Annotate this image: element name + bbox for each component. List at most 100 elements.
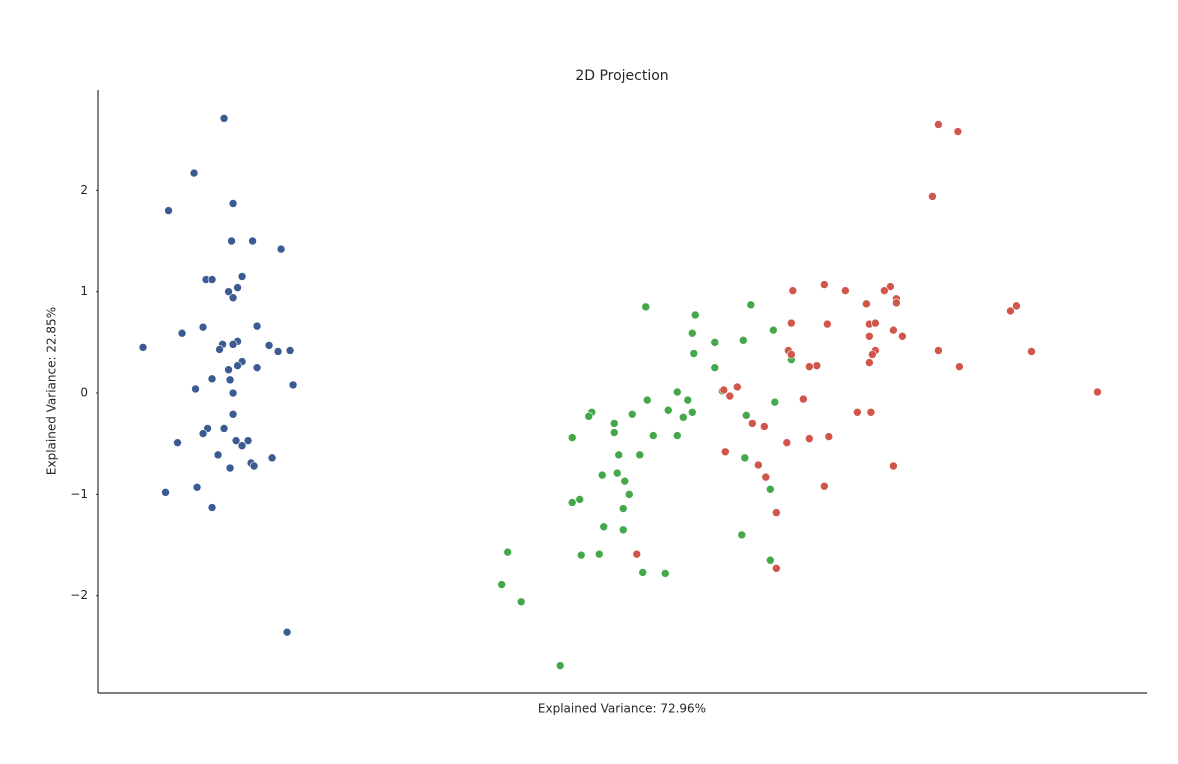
- point: [642, 395, 652, 405]
- point: [177, 328, 187, 338]
- point: [955, 362, 964, 371]
- point: [866, 407, 876, 417]
- point: [620, 476, 630, 486]
- point: [892, 298, 901, 308]
- point: [233, 361, 242, 370]
- point: [788, 286, 798, 295]
- point: [1093, 387, 1102, 397]
- point: [497, 580, 506, 589]
- y-axis-label: Explained Variance: 22.85%: [45, 307, 59, 475]
- point: [720, 447, 730, 457]
- point: [198, 322, 208, 332]
- point: [638, 568, 648, 577]
- point: [635, 450, 645, 460]
- point: [225, 375, 235, 385]
- point: [761, 472, 771, 482]
- point: [225, 463, 235, 473]
- point: [928, 192, 937, 201]
- point: [1006, 306, 1015, 316]
- point: [632, 549, 642, 559]
- point: [228, 388, 238, 398]
- point: [641, 302, 651, 312]
- point: [609, 428, 619, 437]
- point: [769, 325, 778, 335]
- chart-title: 2D Projection: [575, 68, 668, 84]
- point: [288, 380, 298, 390]
- point: [138, 343, 148, 352]
- y-tick-label: 1: [80, 284, 88, 298]
- point: [820, 280, 829, 289]
- point: [739, 336, 748, 345]
- y-tick-label: −2: [70, 588, 88, 602]
- point: [898, 331, 907, 341]
- point: [823, 319, 832, 329]
- point: [173, 438, 182, 447]
- point: [224, 287, 233, 296]
- point: [760, 422, 769, 431]
- point: [853, 407, 862, 417]
- point: [609, 419, 619, 428]
- point: [567, 498, 577, 507]
- point: [273, 347, 283, 356]
- point: [710, 363, 720, 372]
- point: [805, 362, 814, 371]
- point: [687, 328, 697, 338]
- point: [597, 470, 607, 480]
- point: [805, 434, 814, 443]
- point: [575, 495, 585, 504]
- point: [228, 410, 238, 419]
- point: [663, 405, 673, 415]
- point: [249, 461, 259, 471]
- point: [953, 127, 963, 136]
- point: [231, 436, 241, 445]
- point: [627, 410, 637, 419]
- point: [719, 385, 729, 395]
- point: [754, 460, 763, 470]
- point: [227, 236, 236, 246]
- point: [237, 272, 247, 281]
- point: [276, 244, 286, 254]
- point: [503, 547, 512, 557]
- point: [770, 397, 780, 407]
- point: [742, 411, 751, 420]
- point: [871, 318, 880, 328]
- point: [207, 275, 217, 284]
- point: [267, 453, 277, 463]
- point: [865, 358, 874, 367]
- point: [1012, 301, 1021, 311]
- point: [687, 407, 697, 417]
- point: [624, 490, 634, 499]
- point: [820, 481, 829, 491]
- point: [198, 429, 208, 438]
- point: [207, 503, 217, 512]
- y-tick-label: 0: [80, 386, 88, 400]
- point: [252, 363, 262, 372]
- point: [737, 530, 747, 540]
- point: [224, 365, 233, 375]
- point: [264, 341, 274, 350]
- point: [191, 384, 200, 394]
- point: [252, 321, 262, 331]
- point: [228, 199, 238, 208]
- point: [934, 346, 943, 355]
- point: [812, 361, 822, 370]
- point: [237, 441, 247, 451]
- point: [215, 345, 224, 354]
- point: [228, 293, 238, 303]
- point: [648, 431, 658, 440]
- point: [243, 436, 253, 445]
- x-axis-label: Explained Variance: 72.96%: [538, 702, 706, 716]
- point: [690, 310, 700, 320]
- point: [192, 482, 202, 492]
- point: [678, 413, 688, 422]
- point: [733, 382, 742, 392]
- point: [612, 468, 622, 478]
- point: [618, 504, 628, 513]
- point: [618, 525, 628, 535]
- point: [772, 508, 781, 517]
- point: [248, 236, 257, 246]
- point: [599, 522, 609, 532]
- point: [689, 349, 699, 358]
- point: [576, 550, 586, 560]
